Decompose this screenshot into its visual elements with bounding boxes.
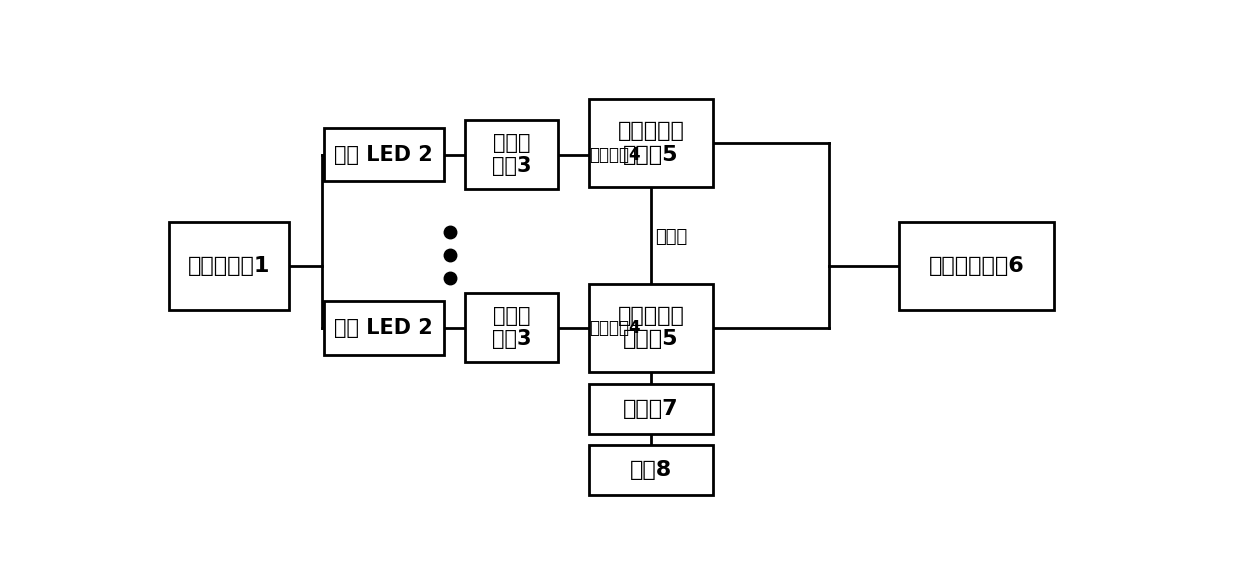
Bar [589,445,713,495]
Text: 光积分
器件3: 光积分 器件3 [492,133,531,176]
Bar [465,293,558,363]
Text: 集束光纤4: 集束光纤4 [589,319,641,337]
Bar [589,384,713,434]
Bar [465,120,558,189]
Text: 皮安表7: 皮安表7 [624,399,678,418]
Bar [589,283,713,372]
Text: 硅光电器件
测量盒5: 硅光电器件 测量盒5 [618,306,684,349]
Bar [169,222,289,310]
Bar [589,99,713,187]
Text: 数据采集系统6: 数据采集系统6 [929,256,1024,276]
Text: 电源8: 电源8 [630,460,672,480]
Text: 光积分
器件3: 光积分 器件3 [492,306,531,349]
Text: 集束光纤4: 集束光纤4 [589,146,641,164]
Bar [324,301,444,355]
Text: 蓝光 LED 2: 蓝光 LED 2 [335,318,433,338]
Bar [324,127,444,182]
Text: 蓝光 LED 2: 蓝光 LED 2 [335,144,433,165]
Bar [899,222,1054,310]
Text: 硅光电器件
测量盒5: 硅光电器件 测量盒5 [618,122,684,165]
Text: 电源线: 电源线 [655,228,687,246]
Text: 脉冲驱动器1: 脉冲驱动器1 [187,256,270,276]
